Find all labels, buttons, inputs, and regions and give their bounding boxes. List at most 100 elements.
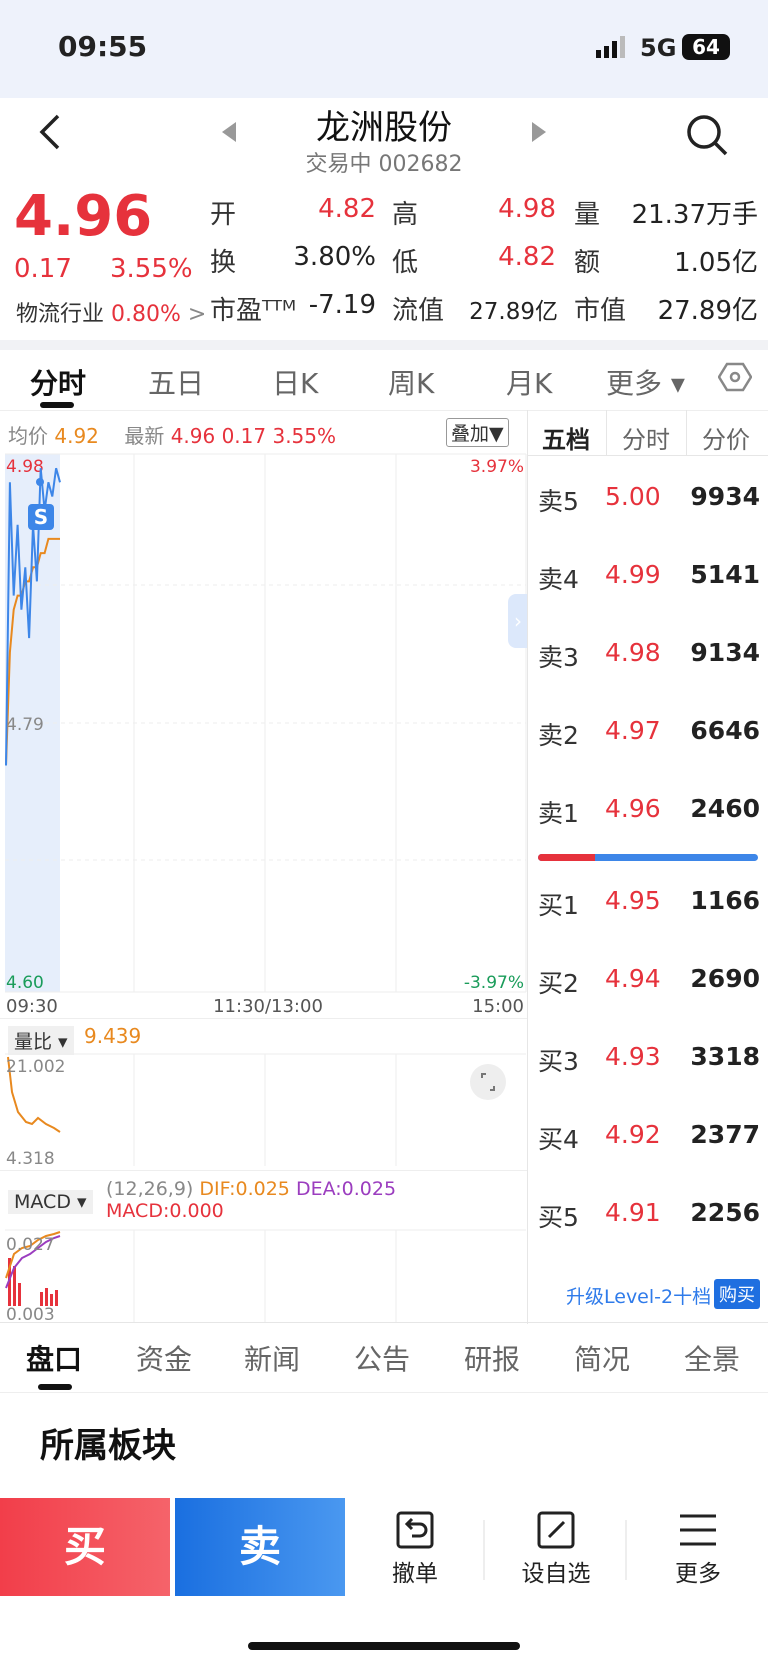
turnover-label: 换 xyxy=(210,248,237,278)
tab-research[interactable]: 研报 xyxy=(464,1343,521,1376)
ask-level-row[interactable]: 卖3 4.98 9134 xyxy=(530,638,760,678)
section-title: 所属板块 xyxy=(40,1426,176,1466)
more-button[interactable]: 更多 xyxy=(658,1510,738,1588)
last-value: 4.96 xyxy=(170,424,216,448)
level-name: 买3 xyxy=(538,1047,579,1076)
tab-funds[interactable]: 资金 xyxy=(136,1343,193,1376)
y-mid-label: 4.79 xyxy=(6,715,44,735)
x-label-open: 09:30 xyxy=(6,996,58,1017)
search-icon[interactable] xyxy=(686,114,728,160)
level-price: 4.92 xyxy=(605,1120,661,1149)
purchase-button[interactable]: 购买 xyxy=(714,1279,760,1309)
level-name: 买4 xyxy=(538,1125,579,1154)
back-icon[interactable] xyxy=(36,112,66,152)
add-watchlist-button[interactable]: 设自选 xyxy=(516,1510,596,1588)
tab-weekly-k[interactable]: 周K xyxy=(388,367,435,400)
low-label: 低 xyxy=(392,248,419,278)
stock-name: 龙洲股份 xyxy=(316,108,452,148)
macd-value: MACD:0.000 xyxy=(106,1200,224,1222)
divider xyxy=(483,1520,485,1580)
bid-level-row[interactable]: 买3 4.93 3318 xyxy=(530,1042,760,1082)
bid-level-row[interactable]: 买5 4.91 2256 xyxy=(530,1198,760,1238)
pe-value: -7.19 xyxy=(308,290,376,320)
bid-level-row[interactable]: 买4 4.92 2377 xyxy=(530,1120,760,1160)
tab-ticks[interactable]: 分时 xyxy=(622,426,670,454)
tab-price-dist[interactable]: 分价 xyxy=(702,426,750,454)
tab-panorama[interactable]: 全景 xyxy=(684,1343,741,1376)
tab-profile[interactable]: 简况 xyxy=(574,1343,631,1376)
level-volume: 2690 xyxy=(690,964,760,993)
tab-monthly-k[interactable]: 月K xyxy=(506,367,553,400)
overlay-button[interactable]: 叠加▼ xyxy=(446,418,509,447)
pct-max-label: 3.97% xyxy=(470,457,524,477)
settings-hex-icon[interactable] xyxy=(717,362,753,396)
bid-level-row[interactable]: 买1 4.95 1166 xyxy=(530,886,760,926)
vol-ratio-chart: 21.002 4.318 xyxy=(5,1053,526,1168)
prev-stock-icon[interactable] xyxy=(222,122,238,146)
upgrade-level2-link[interactable]: 升级Level-2十档 xyxy=(566,1286,712,1308)
level-price: 4.91 xyxy=(605,1198,661,1227)
tab-five-levels[interactable]: 五档 xyxy=(542,426,590,454)
ask-level-row[interactable]: 卖2 4.97 6646 xyxy=(530,716,760,756)
sell-ratio-fill xyxy=(538,854,596,861)
buy-button[interactable]: 买 xyxy=(0,1498,170,1596)
level-name: 卖3 xyxy=(538,643,579,672)
macd-top: 0.027 xyxy=(6,1235,55,1255)
pct-min-label: -3.97% xyxy=(464,973,524,993)
intraday-chart[interactable]: 4.98 4.79 4.60 3.97% -3.97% S 09:30 11:3… xyxy=(0,450,528,1020)
more-label: 更多 xyxy=(675,1561,721,1587)
level-price: 4.98 xyxy=(605,638,661,667)
macd-selector[interactable]: MACD ▾ xyxy=(8,1190,93,1214)
divider xyxy=(0,340,768,350)
level-volume: 6646 xyxy=(690,716,760,745)
home-indicator xyxy=(248,1642,520,1650)
status-time: 09:55 xyxy=(58,30,148,63)
industry-name: 物流行业 xyxy=(16,302,105,327)
network-label: 5G xyxy=(640,34,677,62)
fullscreen-icon[interactable] xyxy=(470,1064,506,1100)
macd-bars xyxy=(8,1258,58,1306)
avg-price-line xyxy=(5,537,60,766)
level-name: 买2 xyxy=(538,969,579,998)
tab-daily-k[interactable]: 日K xyxy=(272,367,319,400)
ask-level-row[interactable]: 卖1 4.96 2460 xyxy=(530,794,760,834)
volume-value: 21.37万手 xyxy=(631,200,758,230)
level-volume: 2256 xyxy=(690,1198,760,1227)
macd-bottom: 0.003 xyxy=(6,1305,55,1324)
tab-announcements[interactable]: 公告 xyxy=(354,1343,411,1376)
macd-dif: DIF:0.025 xyxy=(199,1178,290,1200)
tab-more[interactable]: 更多 ▾ xyxy=(606,367,685,400)
cancel-order-button[interactable]: 撤单 xyxy=(375,1510,455,1588)
level-price: 4.99 xyxy=(605,560,661,589)
level-name: 卖4 xyxy=(538,565,579,594)
signal-s-marker[interactable]: S xyxy=(28,478,54,530)
buy-sell-ratio-bar xyxy=(538,854,758,861)
vol-ratio-bottom: 4.318 xyxy=(6,1149,55,1168)
signal-icon xyxy=(596,36,630,58)
level-volume: 1166 xyxy=(690,886,760,915)
next-stock-icon[interactable] xyxy=(530,122,546,146)
macd-legend: (12,26,9) DIF:0.025 DEA:0.025 xyxy=(106,1178,396,1200)
industry-link[interactable]: 物流行业 0.80% > xyxy=(16,296,206,328)
dif-line xyxy=(5,1231,61,1279)
battery-level: 64 xyxy=(692,35,720,59)
tab-five-day[interactable]: 五日 xyxy=(148,367,205,400)
dea-line xyxy=(5,1235,61,1289)
sell-button[interactable]: 卖 xyxy=(175,1498,345,1596)
high-label: 高 xyxy=(392,200,419,230)
header-background xyxy=(0,0,768,98)
tab-news[interactable]: 新闻 xyxy=(244,1343,301,1376)
vol-ratio-selector[interactable]: 量比 ▾ xyxy=(8,1026,74,1055)
level-name: 卖2 xyxy=(538,721,579,750)
tab-intraday[interactable]: 分时 xyxy=(30,367,87,400)
ask-level-row[interactable]: 卖5 5.00 9934 xyxy=(530,482,760,522)
macd-params: (12,26,9) xyxy=(106,1178,194,1200)
level-volume: 2377 xyxy=(690,1120,760,1149)
level-price: 4.97 xyxy=(605,716,661,745)
vol-ratio-top: 21.002 xyxy=(6,1057,65,1077)
divider xyxy=(0,1322,768,1323)
bid-level-row[interactable]: 买2 4.94 2690 xyxy=(530,964,760,1004)
ask-level-row[interactable]: 卖4 4.99 5141 xyxy=(530,560,760,600)
expand-panel-handle[interactable]: › xyxy=(508,594,528,648)
tab-overview[interactable]: 盘口 xyxy=(26,1343,83,1376)
